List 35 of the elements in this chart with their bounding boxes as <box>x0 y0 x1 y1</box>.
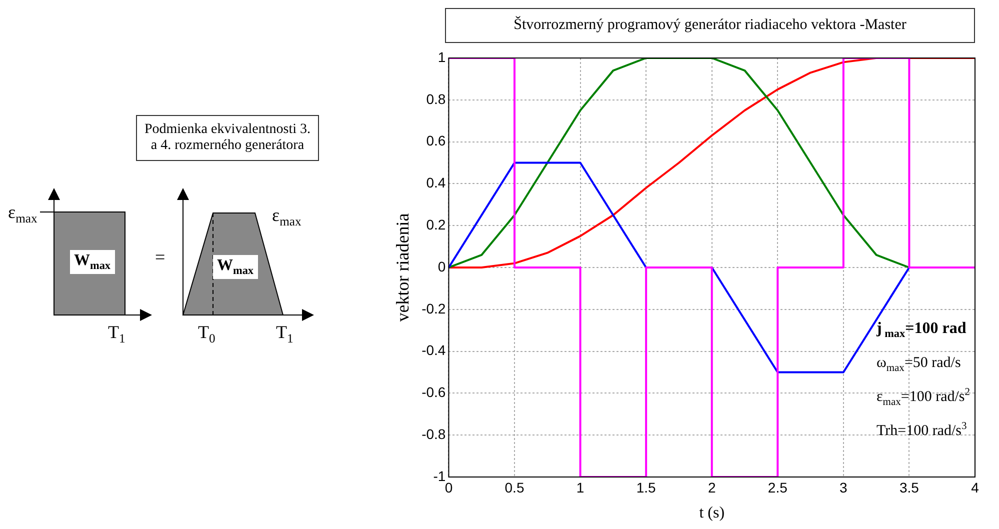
text: Podmienka ekvivalentnosti 3. a 4. rozmerného generátora <box>136 115 319 161</box>
y-tick-label: -0.2 <box>422 300 446 316</box>
text: ε$_{max}$ <box>8 202 38 227</box>
y-tick-label: -0.4 <box>422 342 446 358</box>
x-tick-label: 3.5 <box>899 479 920 496</box>
annotation: j $_{max}$=100 rad <box>876 319 968 342</box>
text: T$_{1}$ <box>108 322 126 347</box>
x-axis-title: t (s) <box>699 504 725 522</box>
annotation: ω$_{max}$=50 rad/s <box>876 354 962 376</box>
text: ε$_{max}$ <box>272 205 302 230</box>
text: = <box>155 247 166 268</box>
x-tick-label: 2.5 <box>768 479 788 496</box>
y-axis-title: vektor riadenia <box>392 213 413 322</box>
y-tick-label: 0.8 <box>426 90 446 107</box>
y-tick-label: -1 <box>433 468 446 484</box>
x-tick-label: 1 <box>576 479 584 496</box>
y-tick-label: -0.6 <box>422 384 446 400</box>
y-tick-label: 0 <box>438 258 446 274</box>
x-tick-label: 4 <box>971 479 980 496</box>
text: W$_{max}$ <box>213 255 258 280</box>
x-tick-label: 1.5 <box>636 479 656 496</box>
text: W$_{max}$ <box>70 250 115 274</box>
x-tick-label: 2 <box>708 479 716 496</box>
y-tick-label: 1 <box>438 48 446 65</box>
y-tick-label: 0.2 <box>426 216 446 232</box>
text: T$_{1}$ <box>276 322 294 347</box>
annotation: Trh=100 rad/s$^{3}$ <box>876 420 968 442</box>
annotation: ε$_{max}$=100 rad/s$^{2}$ <box>876 386 970 410</box>
text: T$_{0}$ <box>198 322 216 347</box>
chart-title: Štvorrozmerný programový generátor riadiaceho vektora -Master <box>445 8 975 43</box>
y-tick-label: -0.8 <box>422 426 446 442</box>
y-tick-label: 0.4 <box>426 174 446 191</box>
y-tick-label: 0.6 <box>426 132 446 149</box>
x-tick-label: 3 <box>840 479 848 496</box>
x-tick-label: 0.5 <box>504 479 524 496</box>
